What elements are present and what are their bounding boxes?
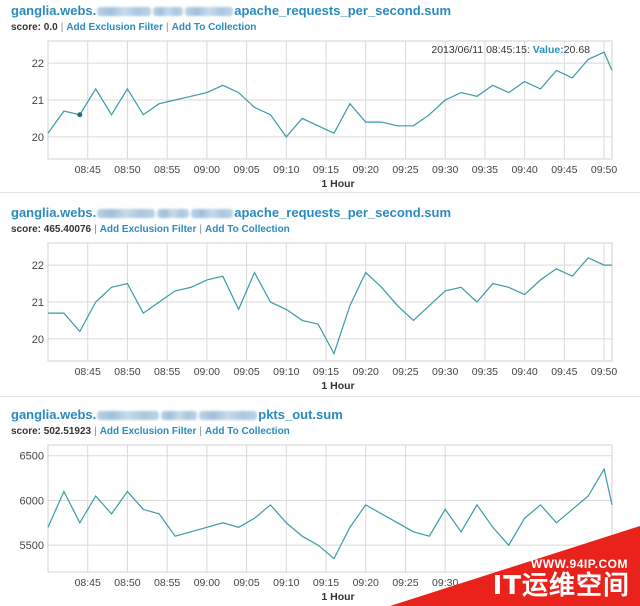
metric-title-prefix: ganglia.webs. [11, 407, 97, 422]
y-tick-label: 6500 [20, 451, 44, 463]
metric-panel-1: ganglia.webs. apache_requests_per_second.… [0, 3, 640, 193]
x-tick-label: 09:20 [353, 164, 379, 176]
line-chart[interactable]: 20 21 22 08:45 08:50 08:55 09:00 09:05 09:10 09:1… [0, 37, 640, 193]
redacted-segment [153, 7, 184, 17]
y-tick-label: 20 [32, 334, 44, 346]
x-tick-label: 09:05 [233, 366, 259, 378]
x-tick-label: 08:50 [114, 366, 140, 378]
redacted-segment [157, 209, 190, 219]
redacted-segment [161, 411, 198, 421]
score-label: score: 465.40076 [11, 224, 92, 235]
x-tick-label: 09:35 [472, 366, 498, 378]
y-tick-label: 22 [32, 260, 44, 272]
x-tick-label: 09:10 [273, 577, 299, 589]
x-tick-label: 09:15 [313, 577, 339, 589]
series-line [48, 257, 612, 356]
redacted-segment [199, 411, 258, 421]
x-tick-label: 09:15 [313, 164, 339, 176]
series-line [47, 51, 613, 138]
x-tick-label: 09:20 [353, 577, 379, 589]
x-tick-label: 08:45 [75, 366, 101, 378]
x-axis-label: 1 Hour [321, 591, 354, 603]
add-to-collection-link[interactable]: Add To Collection [204, 426, 290, 437]
metric-title-suffix: apache_requests_per_second.sum [234, 3, 452, 18]
y-tick-label: 21 [32, 297, 44, 309]
metric-title-suffix: pkts_out.sum [258, 407, 343, 422]
watermark-banner [390, 526, 640, 606]
metric-title-prefix: ganglia.webs. [11, 205, 97, 220]
tooltip-value: 20.68 [564, 44, 590, 56]
metric-meta: score: 502.51923 | Add Exclusion Filter | Ad… [11, 426, 290, 437]
redacted-segment [97, 209, 156, 219]
series-line [47, 467, 613, 560]
redacted-segment [97, 411, 160, 421]
metric-meta: score: 465.40076 | Add Exclusion Filter | Ad… [11, 224, 290, 235]
x-tick-label: 09:10 [273, 366, 299, 378]
divider [0, 192, 640, 193]
y-tick-label: 22 [32, 58, 44, 70]
watermark-url: WWW.94IP.COM [530, 557, 628, 571]
x-tick-label: 09:35 [472, 164, 498, 176]
metric-title-prefix: ganglia.webs. [11, 3, 97, 18]
y-tick-label: 6000 [20, 495, 44, 507]
add-to-collection-link[interactable]: Add To Collection [171, 22, 257, 33]
redacted-segment [97, 7, 152, 17]
score-label: score: 502.51923 [11, 426, 92, 437]
x-tick-label: 09:00 [194, 577, 220, 589]
redacted-segment [191, 209, 234, 219]
y-tick-label: 5500 [20, 540, 44, 552]
hover-tooltip: 2013/06/11 08:45:15: Value:20.68 [431, 44, 590, 56]
metric-title-link[interactable]: ganglia.webs. apache_requests_per_second.… [11, 205, 451, 220]
x-tick-label: 09:50 [591, 366, 617, 378]
x-tick-label: 08:50 [114, 164, 140, 176]
x-tick-label: 09:05 [233, 164, 259, 176]
x-tick-label: 08:55 [154, 164, 180, 176]
redacted-segment [185, 7, 234, 17]
metric-title-link[interactable]: ganglia.webs. apache_requests_per_second.… [11, 3, 451, 18]
x-tick-label: 08:50 [114, 577, 140, 589]
y-tick-label: 20 [32, 132, 44, 144]
score-label: score: 0.0 [11, 22, 58, 33]
x-tick-label: 09:05 [233, 577, 259, 589]
x-tick-label: 09:50 [591, 164, 617, 176]
x-tick-label: 09:15 [313, 366, 339, 378]
x-tick-label: 09:30 [432, 164, 458, 176]
x-tick-label: 09:25 [392, 164, 418, 176]
line-chart[interactable]: 20 21 22 08:45 08:50 08:55 09:00 09:05 09:10 09:1… [0, 239, 640, 395]
x-tick-label: 09:40 [511, 164, 537, 176]
x-tick-label: 09:25 [392, 366, 418, 378]
divider [0, 396, 640, 397]
x-tick-label: 09:45 [551, 164, 577, 176]
x-tick-label: 09:00 [194, 164, 220, 176]
x-tick-label: 09:40 [511, 366, 537, 378]
x-tick-label: 09:20 [353, 366, 379, 378]
watermark-text: IT运维空间 [492, 571, 630, 601]
metric-title-suffix: apache_requests_per_second.sum [234, 205, 452, 220]
add-exclusion-filter-link[interactable]: Add Exclusion Filter [99, 224, 197, 235]
y-tick-label: 21 [32, 95, 44, 107]
x-tick-label: 08:55 [154, 577, 180, 589]
metric-meta: score: 0.0 | Add Exclusion Filter | Add To C… [11, 22, 257, 33]
x-tick-label: 09:00 [194, 366, 220, 378]
x-axis-label: 1 Hour [321, 380, 354, 392]
watermark: WWW.94IP.COM IT运维空间 [390, 526, 640, 606]
add-to-collection-link[interactable]: Add To Collection [204, 224, 290, 235]
tooltip-timestamp: 2013/06/11 08:45:15: [431, 44, 532, 56]
x-tick-label: 08:45 [75, 577, 101, 589]
metric-title-link[interactable]: ganglia.webs. pkts_out.sum [11, 407, 343, 422]
x-tick-label: 09:30 [432, 366, 458, 378]
x-tick-label: 08:45 [75, 164, 101, 176]
x-axis-label: 1 Hour [321, 178, 354, 190]
add-exclusion-filter-link[interactable]: Add Exclusion Filter [66, 22, 163, 33]
x-tick-label: 09:45 [551, 366, 577, 378]
add-exclusion-filter-link[interactable]: Add Exclusion Filter [99, 426, 197, 437]
tooltip-value-label: Value: [533, 44, 564, 56]
hover-point [77, 112, 83, 118]
x-tick-label: 08:55 [154, 366, 180, 378]
x-tick-label: 09:10 [273, 164, 299, 176]
metric-panel-2: ganglia.webs. apache_requests_per_second.… [0, 205, 640, 395]
